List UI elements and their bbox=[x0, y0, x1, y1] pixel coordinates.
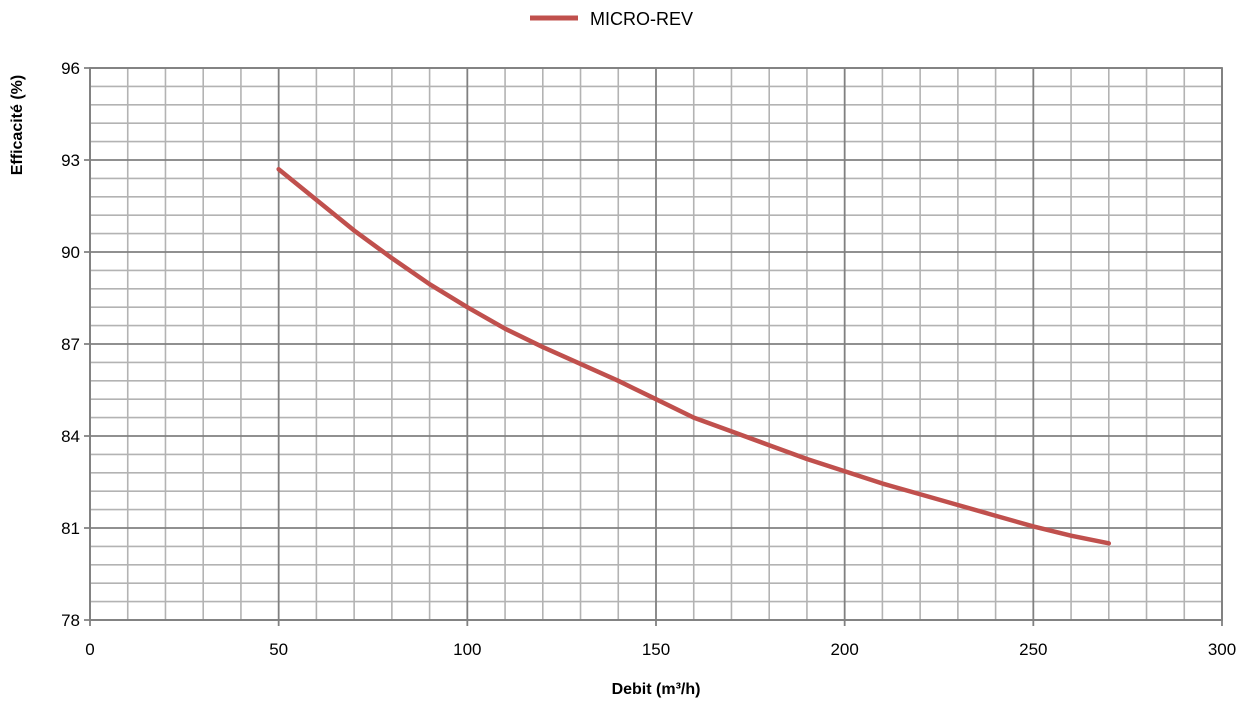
y-axis-title: Efficacité (%) bbox=[9, 75, 26, 175]
x-axis-title: Debit (m³/h) bbox=[612, 681, 701, 698]
x-tick-label: 300 bbox=[1208, 640, 1236, 659]
plot-area-frame bbox=[89, 67, 1223, 621]
legend: MICRO-REV bbox=[530, 9, 693, 29]
y-tick-label: 84 bbox=[61, 427, 80, 446]
x-tick-label: 100 bbox=[453, 640, 481, 659]
y-axis-tick-labels: 78 81 84 87 90 93 96 bbox=[61, 59, 80, 630]
series-line-0 bbox=[276, 166, 1112, 546]
x-tick-label: 150 bbox=[642, 640, 670, 659]
y-tick-label: 96 bbox=[61, 59, 80, 78]
x-tick-label: 200 bbox=[830, 640, 858, 659]
x-tick-label: 0 bbox=[85, 640, 94, 659]
y-tick-label: 87 bbox=[61, 335, 80, 354]
legend-label-micro-rev: MICRO-REV bbox=[590, 9, 693, 29]
y-tick-label: 78 bbox=[61, 611, 80, 630]
x-axis-tick-labels: 0 50 100 150 200 250 300 bbox=[85, 640, 1236, 659]
plot-frame-rect bbox=[89, 67, 1223, 621]
y-tick-label: 93 bbox=[61, 151, 80, 170]
y-tick-label: 90 bbox=[61, 243, 80, 262]
y-tick-label: 81 bbox=[61, 519, 80, 538]
x-tick-label: 250 bbox=[1019, 640, 1047, 659]
major-gridlines bbox=[84, 67, 1223, 626]
series-layer bbox=[276, 166, 1112, 546]
x-tick-label: 50 bbox=[269, 640, 288, 659]
